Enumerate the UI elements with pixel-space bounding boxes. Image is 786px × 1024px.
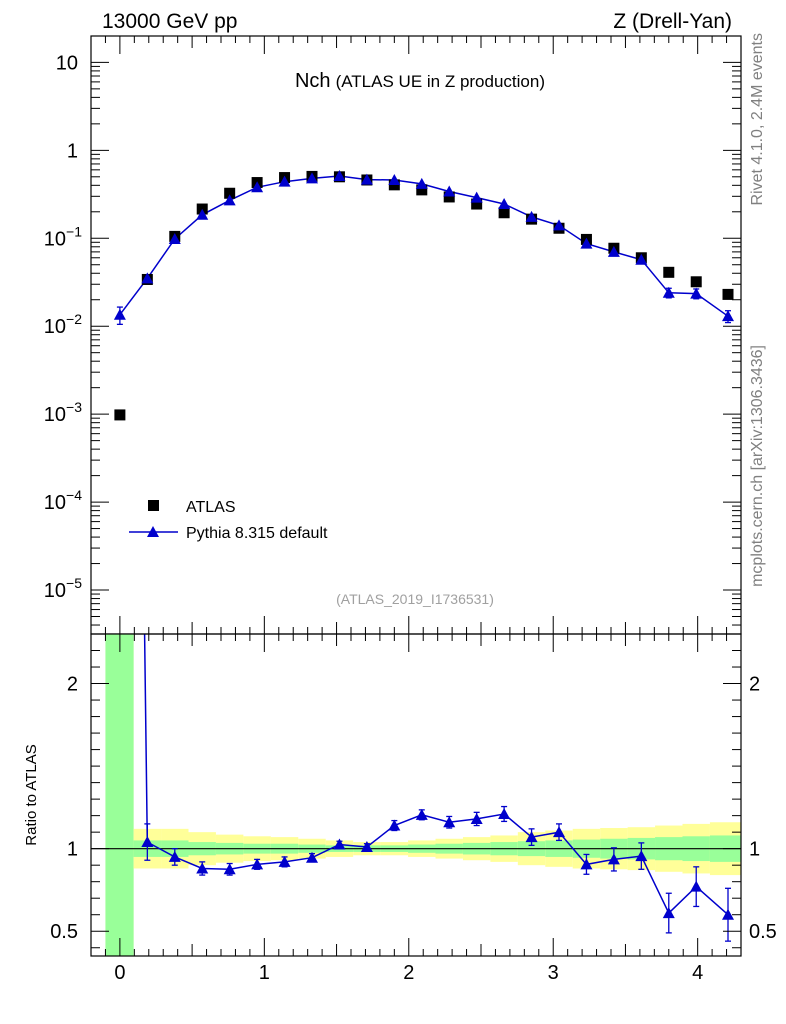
mc-point [498, 198, 511, 210]
ratio-point [196, 862, 209, 874]
ratio-y-tick-label-right: 2 [749, 674, 760, 696]
main-y-tick-label: 10−4 [44, 487, 82, 514]
atlas-point [443, 191, 455, 203]
rivet-label: Rivet 4.1.0, 2.4M events [749, 33, 766, 206]
title-main: Nch [295, 70, 331, 92]
mc-line [119, 175, 729, 317]
main-frame [90, 35, 742, 635]
ratio-point [635, 850, 648, 862]
mc-point [113, 308, 126, 320]
atlas-point [722, 288, 734, 300]
mc-point [607, 245, 620, 257]
ratio-y-tick-label-right: 0.5 [749, 921, 777, 943]
mc-point [635, 253, 648, 265]
mc-point [141, 272, 154, 284]
ratio-point [580, 858, 593, 870]
atlas-point [690, 276, 702, 288]
x-tick-label: 1 [259, 962, 270, 984]
ratio-point [525, 831, 538, 843]
main-y-tick-label: 10−3 [44, 399, 82, 426]
mc-point [690, 287, 703, 299]
ratio-point [553, 826, 565, 838]
x-tick-label: 4 [692, 962, 703, 984]
mc-point [388, 173, 401, 185]
ratio-point [223, 863, 236, 875]
ratio-point [722, 908, 734, 920]
ratio-band-inner [105, 634, 134, 956]
chart-title: Nch (ATLAS UE in Z production) [295, 70, 545, 92]
header-left: 13000 GeV pp [102, 10, 237, 33]
header-right: Z (Drell-Yan) [613, 10, 732, 33]
ratio-point [470, 812, 483, 824]
mc-point [360, 173, 373, 185]
legend-mc-marker [147, 526, 159, 537]
mc-point [553, 219, 565, 231]
mc-point [443, 185, 456, 197]
atlas-point [471, 198, 483, 210]
main-panel: 10 1 10−1 10−2 10−3 10−4 10−5 Nch (ATLAS UE in … [44, 35, 742, 635]
ratio-frame [90, 633, 742, 957]
atlas-point [224, 187, 236, 199]
mc-point [722, 310, 734, 322]
mc-point [470, 191, 483, 203]
x-tick-label: 2 [403, 962, 414, 984]
legend: ATLAS Pythia 8.315 default [129, 499, 328, 542]
ratio-point [278, 855, 291, 867]
mc-point [223, 194, 236, 206]
legend-atlas-label: ATLAS [186, 499, 236, 516]
main-y-tick-label: 10−5 [44, 575, 82, 602]
atlas-point [663, 266, 675, 278]
ratio-ylabel: Ratio to ATLAS [23, 744, 40, 845]
ratio-y-tick-label-left: 0.5 [50, 921, 78, 943]
ratio-point [607, 853, 620, 865]
ratio-point [251, 858, 264, 870]
ratio-point [333, 838, 346, 850]
ratio-point [498, 807, 511, 819]
atlas-point [114, 409, 126, 421]
mc-point [196, 208, 209, 220]
ratio-point [415, 808, 428, 820]
mc-point [415, 177, 428, 189]
main-y-tick-label: 10 [56, 52, 78, 74]
ratio-point [141, 836, 154, 848]
main-y-tick-label: 10−2 [44, 311, 82, 338]
ratio-point [168, 850, 181, 862]
ratio-point [690, 880, 703, 892]
ratio-point [306, 851, 318, 863]
analysis-id: (ATLAS_2019_I1736531) [336, 591, 494, 607]
main-y-tick-label: 10−1 [44, 223, 82, 250]
mc-point [168, 233, 181, 245]
ratio-point [443, 816, 456, 828]
mc-point [662, 286, 675, 298]
ratio-point [388, 819, 401, 831]
mc-point [251, 181, 264, 193]
atlas-point [498, 207, 510, 219]
main-y-tick-label: 1 [67, 140, 78, 162]
ratio-y-tick-label-left: 2 [67, 674, 78, 696]
mc-point [580, 237, 593, 249]
x-tick-label: 3 [548, 962, 559, 984]
legend-atlas-marker [148, 500, 159, 511]
mcplots-label: mcplots.cern.ch [arXiv:1306.3436] [749, 345, 766, 587]
mc-point [306, 172, 318, 184]
ratio-point [360, 841, 373, 853]
ratio-panel: 2 2 1 1 0.5 0.5 0 1 2 3 4 Ratio to ATLAS [23, 633, 777, 984]
mc-point [278, 175, 291, 187]
ratio-y-tick-label-left: 1 [67, 839, 78, 861]
legend-mc-label: Pythia 8.315 default [186, 525, 328, 542]
ratio-y-tick-label-right: 1 [749, 839, 760, 861]
mc-point [333, 170, 346, 182]
x-tick-label: 0 [114, 962, 125, 984]
mc-point [525, 210, 538, 222]
ratio-point [662, 907, 675, 919]
atlas-point [416, 184, 428, 196]
title-sub: (ATLAS UE in Z production) [336, 72, 545, 91]
